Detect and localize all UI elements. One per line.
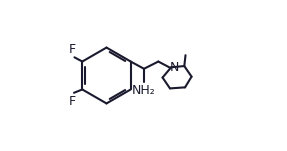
Text: N: N [170, 61, 179, 74]
Text: F: F [69, 43, 76, 56]
Text: NH₂: NH₂ [132, 84, 156, 97]
Text: F: F [69, 95, 76, 108]
